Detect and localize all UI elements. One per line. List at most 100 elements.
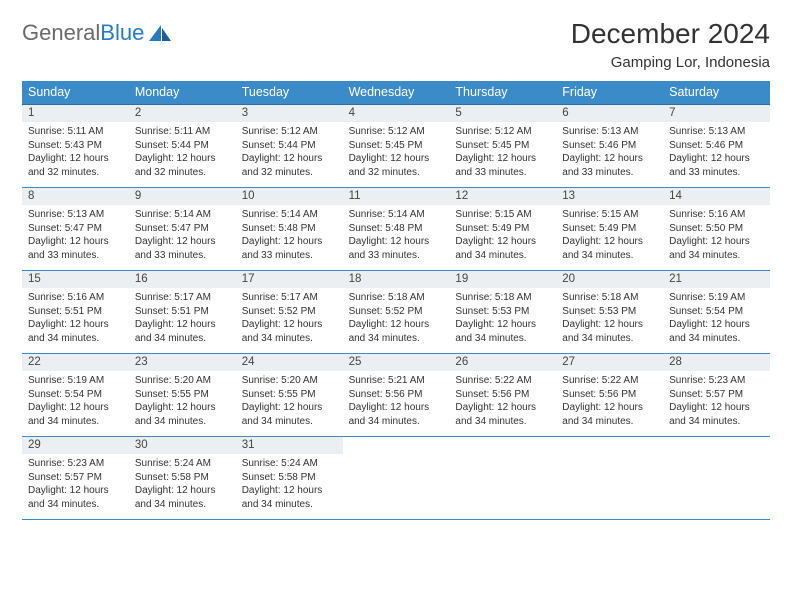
cell-body: Sunrise: 5:18 AMSunset: 5:53 PMDaylight:… (556, 288, 663, 349)
cell-body: Sunrise: 5:19 AMSunset: 5:54 PMDaylight:… (663, 288, 770, 349)
sunrise-line: Sunrise: 5:15 AM (455, 208, 550, 222)
cell-body: Sunrise: 5:21 AMSunset: 5:56 PMDaylight:… (343, 371, 450, 432)
daylight-line: Daylight: 12 hoursand 33 minutes. (455, 152, 550, 179)
cell-body: Sunrise: 5:24 AMSunset: 5:58 PMDaylight:… (236, 454, 343, 515)
sunset-line: Sunset: 5:48 PM (349, 222, 444, 236)
calendar-cell: 24Sunrise: 5:20 AMSunset: 5:55 PMDayligh… (236, 354, 343, 436)
daylight-line: Daylight: 12 hoursand 34 minutes. (28, 484, 123, 511)
calendar-cell: 29Sunrise: 5:23 AMSunset: 5:57 PMDayligh… (22, 437, 129, 519)
date-number: 18 (343, 271, 450, 288)
logo: GeneralBlue (22, 18, 173, 44)
daylight-line: Daylight: 12 hoursand 34 minutes. (669, 401, 764, 428)
day-header-row: Sunday Monday Tuesday Wednesday Thursday… (22, 81, 770, 105)
date-number: 22 (22, 354, 129, 371)
day-header: Monday (129, 81, 236, 104)
calendar-cell: 2Sunrise: 5:11 AMSunset: 5:44 PMDaylight… (129, 105, 236, 187)
week-row: 8Sunrise: 5:13 AMSunset: 5:47 PMDaylight… (22, 188, 770, 271)
sunset-line: Sunset: 5:53 PM (455, 305, 550, 319)
daylight-line: Daylight: 12 hoursand 34 minutes. (455, 401, 550, 428)
daylight-line: Daylight: 12 hoursand 33 minutes. (669, 152, 764, 179)
sunrise-line: Sunrise: 5:17 AM (242, 291, 337, 305)
daylight-line: Daylight: 12 hoursand 34 minutes. (135, 484, 230, 511)
calendar-cell: 30Sunrise: 5:24 AMSunset: 5:58 PMDayligh… (129, 437, 236, 519)
date-number: 24 (236, 354, 343, 371)
cell-body: Sunrise: 5:14 AMSunset: 5:48 PMDaylight:… (343, 205, 450, 266)
sunrise-line: Sunrise: 5:19 AM (28, 374, 123, 388)
daylight-line: Daylight: 12 hoursand 34 minutes. (562, 235, 657, 262)
cell-body: Sunrise: 5:19 AMSunset: 5:54 PMDaylight:… (22, 371, 129, 432)
day-header: Thursday (449, 81, 556, 104)
daylight-line: Daylight: 12 hoursand 32 minutes. (242, 152, 337, 179)
cell-body: Sunrise: 5:14 AMSunset: 5:47 PMDaylight:… (129, 205, 236, 266)
sunrise-line: Sunrise: 5:16 AM (28, 291, 123, 305)
sunset-line: Sunset: 5:46 PM (562, 139, 657, 153)
calendar-cell: 10Sunrise: 5:14 AMSunset: 5:48 PMDayligh… (236, 188, 343, 270)
sunrise-line: Sunrise: 5:23 AM (28, 457, 123, 471)
calendar-cell: 12 Sunrise: 5:15 AMSunset: 5:49 PMDayligh… (449, 188, 556, 270)
cell-body: Sunrise: 5:12 AMSunset: 5:45 PMDaylight:… (343, 122, 450, 183)
sunrise-line: Sunrise: 5:14 AM (135, 208, 230, 222)
location: Gamping Lor, Indonesia (571, 54, 770, 71)
calendar-cell: 15Sunrise: 5:16 AMSunset: 5:51 PMDayligh… (22, 271, 129, 353)
daylight-line: Daylight: 12 hoursand 34 minutes. (562, 318, 657, 345)
daylight-line: Daylight: 12 hoursand 34 minutes. (455, 235, 550, 262)
sunset-line: Sunset: 5:44 PM (242, 139, 337, 153)
sunset-line: Sunset: 5:51 PM (28, 305, 123, 319)
calendar: Sunday Monday Tuesday Wednesday Thursday… (22, 81, 770, 520)
day-header: Saturday (663, 81, 770, 104)
sunset-line: Sunset: 5:49 PM (455, 222, 550, 236)
day-header: Tuesday (236, 81, 343, 104)
cell-body: Sunrise: 5:23 AMSunset: 5:57 PMDaylight:… (663, 371, 770, 432)
sunrise-line: Sunrise: 5:16 AM (669, 208, 764, 222)
calendar-cell: 23Sunrise: 5:20 AMSunset: 5:55 PMDayligh… (129, 354, 236, 436)
cell-body: Sunrise: 5:17 AMSunset: 5:52 PMDaylight:… (236, 288, 343, 349)
date-number: 8 (22, 188, 129, 205)
date-number: 26 (449, 354, 556, 371)
calendar-cell: 16Sunrise: 5:17 AMSunset: 5:51 PMDayligh… (129, 271, 236, 353)
calendar-cell (343, 437, 450, 519)
calendar-cell (663, 437, 770, 519)
sunrise-line: Sunrise: 5:14 AM (242, 208, 337, 222)
calendar-cell: 27Sunrise: 5:22 AMSunset: 5:56 PMDayligh… (556, 354, 663, 436)
daylight-line: Daylight: 12 hoursand 32 minutes. (135, 152, 230, 179)
daylight-line: Daylight: 12 hoursand 34 minutes. (28, 318, 123, 345)
calendar-cell: 13Sunrise: 5:15 AMSunset: 5:49 PMDayligh… (556, 188, 663, 270)
logo-sail-icon (147, 23, 173, 43)
sunrise-line: Sunrise: 5:22 AM (455, 374, 550, 388)
date-number: 13 (556, 188, 663, 205)
sunset-line: Sunset: 5:44 PM (135, 139, 230, 153)
sunrise-line: Sunrise: 5:12 AM (349, 125, 444, 139)
sunrise-line: Sunrise: 5:18 AM (349, 291, 444, 305)
cell-body: Sunrise: 5:22 AMSunset: 5:56 PMDaylight:… (449, 371, 556, 432)
daylight-line: Daylight: 12 hoursand 34 minutes. (349, 401, 444, 428)
date-number: 12 (449, 188, 556, 205)
header: GeneralBlue December 2024 Gamping Lor, I… (22, 18, 770, 71)
sunset-line: Sunset: 5:57 PM (669, 388, 764, 402)
date-number: 1 (22, 105, 129, 122)
daylight-line: Daylight: 12 hoursand 34 minutes. (669, 235, 764, 262)
week-row: 15Sunrise: 5:16 AMSunset: 5:51 PMDayligh… (22, 271, 770, 354)
sunrise-line: Sunrise: 5:18 AM (562, 291, 657, 305)
sunset-line: Sunset: 5:54 PM (669, 305, 764, 319)
sunrise-line: Sunrise: 5:22 AM (562, 374, 657, 388)
date-number: 17 (236, 271, 343, 288)
date-number: 2 (129, 105, 236, 122)
daylight-line: Daylight: 12 hoursand 34 minutes. (135, 318, 230, 345)
calendar-cell: 3Sunrise: 5:12 AMSunset: 5:44 PMDaylight… (236, 105, 343, 187)
daylight-line: Daylight: 12 hoursand 34 minutes. (455, 318, 550, 345)
date-number: 20 (556, 271, 663, 288)
daylight-line: Daylight: 12 hoursand 34 minutes. (242, 484, 337, 511)
cell-body: Sunrise: 5:18 AMSunset: 5:53 PMDaylight:… (449, 288, 556, 349)
sunset-line: Sunset: 5:47 PM (28, 222, 123, 236)
daylight-line: Daylight: 12 hoursand 33 minutes. (349, 235, 444, 262)
sunset-line: Sunset: 5:58 PM (242, 471, 337, 485)
sunrise-line: Sunrise: 5:15 AM (562, 208, 657, 222)
cell-body: Sunrise: 5:14 AMSunset: 5:48 PMDaylight:… (236, 205, 343, 266)
calendar-cell: 14Sunrise: 5:16 AMSunset: 5:50 PMDayligh… (663, 188, 770, 270)
daylight-line: Daylight: 12 hoursand 34 minutes. (669, 318, 764, 345)
calendar-cell (556, 437, 663, 519)
date-number: 23 (129, 354, 236, 371)
daylight-line: Daylight: 12 hoursand 33 minutes. (135, 235, 230, 262)
daylight-line: Daylight: 12 hoursand 34 minutes. (135, 401, 230, 428)
date-number: 19 (449, 271, 556, 288)
